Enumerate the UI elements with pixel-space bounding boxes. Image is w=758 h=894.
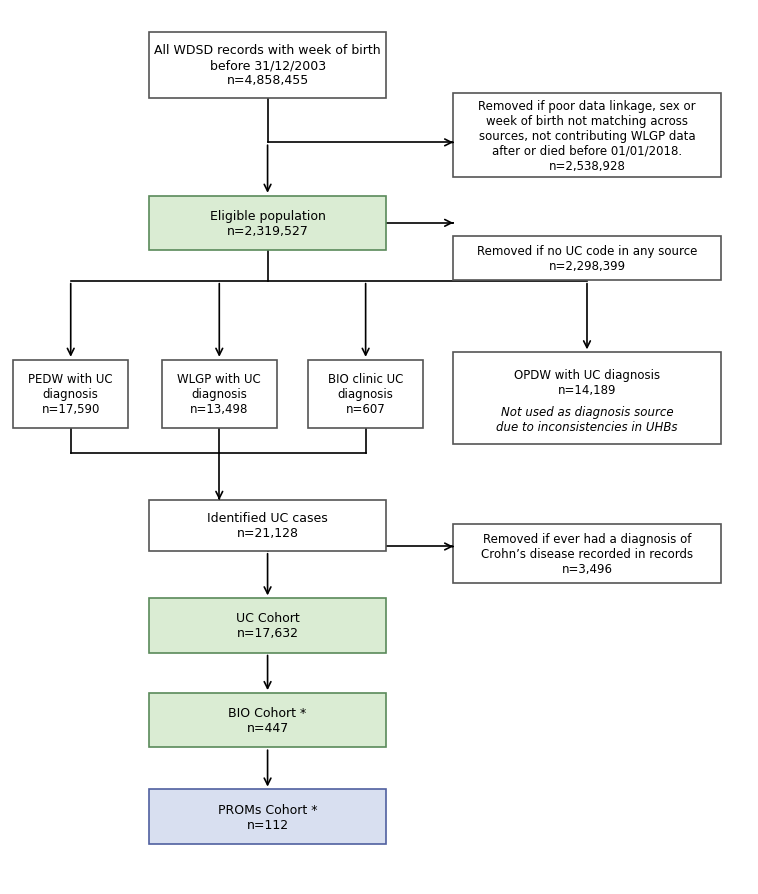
Text: PEDW with UC
diagnosis
n=17,590: PEDW with UC diagnosis n=17,590: [28, 373, 113, 416]
Bar: [453, 95, 721, 178]
Bar: [149, 693, 387, 747]
Text: OPDW with UC diagnosis
n=14,189: OPDW with UC diagnosis n=14,189: [514, 368, 660, 396]
Text: Removed if poor data linkage, sex or
week of birth not matching across
sources, : Removed if poor data linkage, sex or wee…: [478, 99, 696, 173]
Bar: [149, 789, 387, 844]
Bar: [308, 360, 423, 428]
Text: UC Cohort
n=17,632: UC Cohort n=17,632: [236, 611, 299, 640]
Text: Eligible population
n=2,319,527: Eligible population n=2,319,527: [210, 209, 325, 238]
Bar: [161, 360, 277, 428]
Bar: [453, 237, 721, 281]
Bar: [13, 360, 128, 428]
Text: Not used as diagnosis source
due to inconsistencies in UHBs: Not used as diagnosis source due to inco…: [496, 405, 678, 433]
Bar: [453, 353, 721, 445]
Bar: [149, 197, 387, 250]
Text: PROMs Cohort *
n=112: PROMs Cohort * n=112: [218, 803, 318, 831]
Text: BIO clinic UC
diagnosis
n=607: BIO clinic UC diagnosis n=607: [328, 373, 403, 416]
Text: Identified UC cases
n=21,128: Identified UC cases n=21,128: [207, 512, 328, 540]
Text: All WDSD records with week of birth
before 31/12/2003
n=4,858,455: All WDSD records with week of birth befo…: [155, 45, 381, 88]
Bar: [149, 33, 387, 98]
Text: BIO Cohort *
n=447: BIO Cohort * n=447: [228, 706, 307, 734]
Bar: [149, 599, 387, 653]
Bar: [149, 501, 387, 552]
Bar: [453, 524, 721, 584]
Text: Removed if ever had a diagnosis of
Crohn’s disease recorded in records
n=3,496: Removed if ever had a diagnosis of Crohn…: [481, 533, 693, 576]
Text: Removed if no UC code in any source
n=2,298,399: Removed if no UC code in any source n=2,…: [477, 245, 697, 273]
Text: WLGP with UC
diagnosis
n=13,498: WLGP with UC diagnosis n=13,498: [177, 373, 262, 416]
